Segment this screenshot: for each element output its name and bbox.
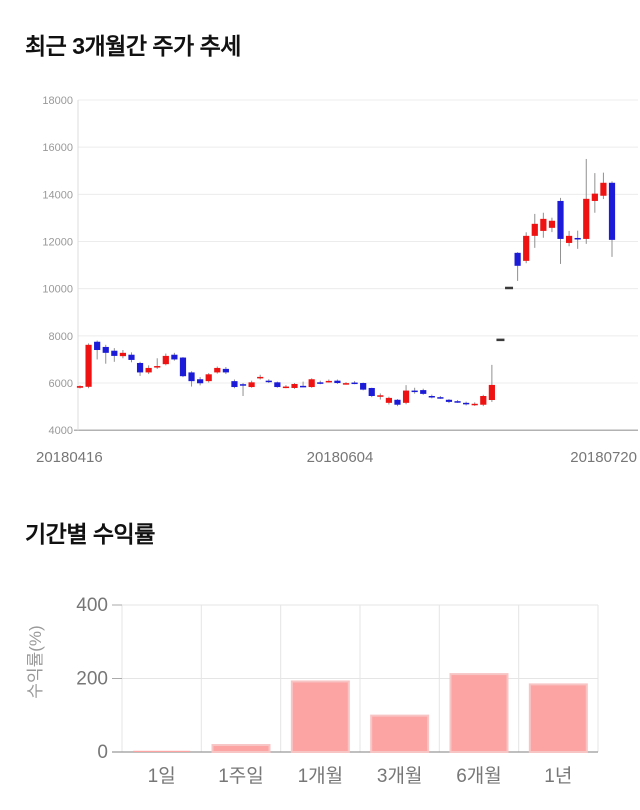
- y-tick-label: 6000: [49, 378, 73, 390]
- candle: [428, 394, 435, 399]
- bar: [528, 683, 588, 753]
- x-axis-label: 6개월: [456, 765, 502, 787]
- candle: [411, 387, 418, 394]
- y-tick-label: 10000: [42, 284, 73, 296]
- y-tick-label: 400: [76, 595, 108, 616]
- x-axis-label: 20180720: [570, 449, 637, 466]
- bar: [370, 714, 430, 753]
- candle: [496, 338, 505, 342]
- candle: [471, 402, 478, 406]
- candle: [402, 385, 410, 405]
- x-axis-label: 3개월: [377, 765, 423, 787]
- candle: [179, 357, 187, 378]
- candle: [291, 383, 298, 389]
- x-axis-label: 1년: [544, 765, 572, 787]
- price-candlestick-chart: 18000 16000 14000 12000 10000 8000 6000 4000 201…: [0, 85, 640, 470]
- candle: [574, 230, 581, 249]
- candle: [591, 173, 598, 213]
- y-tick-label: 200: [76, 669, 108, 690]
- candle: [548, 217, 556, 233]
- y-tick-label: 14000: [42, 189, 73, 201]
- bar: [449, 673, 509, 753]
- candle: [128, 352, 135, 363]
- bar: [290, 680, 350, 753]
- candle: [257, 374, 264, 380]
- x-axis-label: 1일: [148, 765, 176, 787]
- candle: [557, 197, 564, 264]
- candle: [540, 212, 547, 238]
- y-tick-label: 12000: [42, 237, 73, 249]
- x-axis-label: 20180604: [307, 449, 374, 466]
- candle: [197, 377, 204, 386]
- returns-chart-title: 기간별 수익률: [25, 521, 155, 547]
- candle: [222, 366, 229, 375]
- y-tick-label: 16000: [42, 142, 73, 154]
- candlestick-plot: 18000 16000 14000 12000 10000 8000 6000 4000 201…: [36, 95, 638, 466]
- candle: [119, 350, 127, 359]
- candle: [523, 232, 530, 264]
- candle: [360, 382, 367, 391]
- candle: [445, 399, 453, 404]
- candle: [102, 344, 109, 364]
- candle: [608, 181, 616, 257]
- candle: [265, 379, 272, 384]
- candle: [188, 371, 195, 387]
- candle: [583, 158, 590, 244]
- candle: [154, 358, 161, 369]
- bar: [133, 750, 191, 752]
- y-tick-label: 8000: [49, 331, 73, 343]
- returns-bar-chart: 400 200 0 1일 1주일 1개월 3개월 6개월 1년 수익률(%): [0, 580, 640, 810]
- candle: [454, 400, 461, 403]
- y-tick-label: 0: [97, 742, 108, 763]
- candle: [239, 383, 247, 397]
- candle: [514, 252, 521, 281]
- price-chart-title: 최근 3개월간 주가 추세: [25, 33, 241, 59]
- candle: [437, 396, 444, 399]
- x-axis-label: 20180416: [36, 449, 103, 466]
- candle: [205, 373, 212, 383]
- y-axis-title: 수익률(%): [26, 625, 45, 698]
- candle: [76, 385, 84, 389]
- candle: [162, 353, 169, 366]
- candle: [145, 365, 152, 375]
- candle: [565, 230, 573, 247]
- candle: [111, 348, 118, 362]
- candle: [368, 387, 375, 398]
- candle: [420, 388, 427, 395]
- candle: [171, 352, 178, 361]
- candle: [299, 381, 307, 388]
- returns-bar-plot: 400 200 0 1일 1주일 1개월 3개월 6개월 1년 수익률(%): [26, 595, 599, 787]
- candle: [334, 379, 341, 384]
- candle: [505, 286, 514, 290]
- candle: [325, 379, 332, 383]
- candle: [531, 213, 538, 248]
- y-tick-label: 4000: [49, 425, 73, 437]
- candle: [308, 378, 315, 388]
- bar: [211, 744, 271, 754]
- candle: [342, 382, 350, 385]
- candle: [231, 379, 238, 389]
- candle: [488, 364, 495, 402]
- candle: [394, 399, 401, 407]
- y-tick-label: 18000: [42, 95, 73, 107]
- candle: [480, 394, 487, 407]
- candle: [351, 381, 358, 385]
- candle: [385, 396, 393, 405]
- candle: [317, 380, 324, 385]
- x-axis-label: 1주일: [218, 765, 264, 787]
- candle: [377, 393, 384, 400]
- candle: [248, 380, 255, 388]
- candle: [214, 366, 221, 374]
- candle: [136, 361, 144, 376]
- candle: [463, 401, 470, 406]
- candle: [600, 172, 607, 200]
- candle: [274, 381, 281, 388]
- candle: [94, 340, 101, 360]
- candle: [85, 343, 92, 389]
- x-axis-label: 1개월: [298, 765, 344, 787]
- candle: [282, 385, 290, 389]
